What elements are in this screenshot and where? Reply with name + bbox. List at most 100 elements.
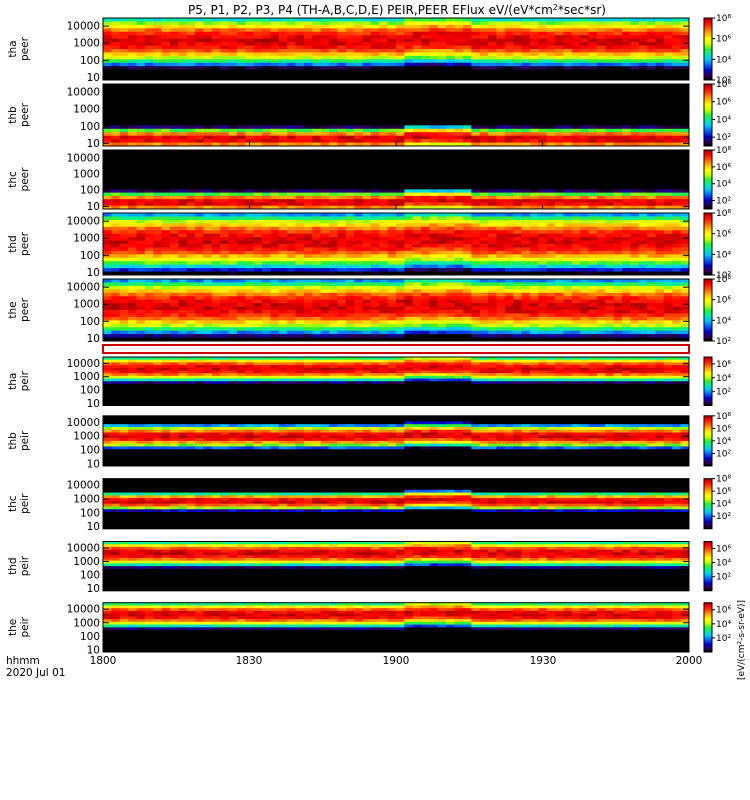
heat-cell	[396, 28, 405, 33]
heat-cell	[655, 45, 665, 50]
heat-cell	[429, 94, 439, 99]
heat-cell	[195, 230, 204, 235]
heat-cell	[412, 169, 422, 174]
heat-cell	[655, 257, 665, 262]
heat-cell	[337, 179, 347, 184]
heat-cell	[404, 176, 414, 180]
heat-cell	[613, 135, 623, 140]
heat-cell	[320, 52, 330, 57]
heat-cell	[488, 233, 497, 238]
heat-cell	[270, 90, 280, 95]
heat-cell	[278, 226, 288, 231]
heat-cell	[329, 21, 338, 26]
heat-cell	[555, 31, 564, 36]
heat-cell	[320, 264, 330, 269]
heat-cell	[655, 150, 665, 154]
heat-cell	[329, 139, 338, 143]
heat-cell	[195, 118, 204, 123]
heat-cell	[429, 247, 439, 252]
heat-cell	[370, 52, 380, 57]
heat-cell	[404, 108, 414, 112]
heat-cell	[680, 111, 690, 116]
heat-cell	[672, 169, 682, 174]
heat-cell	[320, 237, 330, 241]
heat-cell	[211, 90, 221, 95]
heat-cell	[203, 111, 213, 116]
heat-cell	[412, 254, 422, 259]
heat-cell	[253, 244, 263, 248]
heat-cell	[555, 52, 564, 57]
heat-cell	[161, 45, 171, 50]
heat-cell	[362, 42, 372, 46]
heat-cell	[404, 233, 414, 238]
heat-cell	[379, 31, 389, 36]
heat-cell	[136, 247, 146, 252]
heat-cell	[303, 121, 313, 126]
heat-cell	[563, 118, 573, 123]
heat-cell	[396, 199, 405, 203]
heat-cell	[496, 45, 506, 50]
heat-cell	[546, 108, 556, 112]
heat-cell	[329, 240, 338, 245]
heat-cell	[429, 176, 439, 180]
heat-cell	[169, 108, 179, 112]
heat-cell	[488, 150, 497, 154]
heat-cell	[354, 226, 363, 231]
heat-cell	[295, 76, 305, 81]
heat-cell	[580, 42, 589, 46]
heat-cell	[278, 69, 288, 74]
heat-cell	[421, 84, 430, 88]
heat-cell	[630, 166, 640, 171]
heat-cell	[555, 125, 564, 130]
heat-cell	[320, 21, 330, 26]
heat-cell	[379, 179, 389, 184]
heat-cell	[370, 216, 380, 221]
heat-cell	[622, 237, 631, 241]
heat-cell	[429, 205, 439, 210]
heat-cell	[521, 247, 531, 252]
heat-cell	[421, 247, 430, 252]
heat-cell	[329, 97, 338, 102]
heat-cell	[278, 97, 288, 102]
heat-cell	[630, 199, 640, 203]
heat-cell	[186, 62, 196, 67]
heat-cell	[471, 150, 481, 154]
heat-cell	[655, 42, 665, 46]
heat-cell	[672, 254, 682, 259]
heat-cell	[529, 202, 539, 207]
heat-cell	[462, 115, 472, 119]
heat-cell	[370, 69, 380, 74]
panel-label: thcpeer	[7, 167, 31, 192]
heat-cell	[169, 176, 179, 180]
heat-cell	[446, 101, 455, 106]
heat-cell	[588, 213, 598, 217]
heat-cell	[580, 156, 589, 161]
heat-cell	[404, 111, 414, 116]
heat-cell	[379, 139, 389, 143]
heat-cell	[312, 24, 322, 29]
heat-cell	[270, 205, 280, 210]
heat-cell	[203, 250, 213, 255]
heat-cell	[429, 128, 439, 133]
heat-cell	[538, 179, 548, 184]
heat-cell	[178, 169, 188, 174]
heat-cell	[538, 45, 548, 50]
heat-cell	[488, 254, 497, 259]
heat-cell	[622, 121, 631, 126]
heat-cell	[111, 24, 121, 29]
heat-cell	[379, 18, 389, 22]
heat-cell	[596, 108, 606, 112]
heat-cell	[370, 101, 380, 106]
heat-cell	[672, 28, 682, 33]
heat-cell	[513, 202, 522, 207]
heat-cell	[329, 115, 338, 119]
heat-cell	[479, 24, 489, 29]
heat-cell	[496, 153, 506, 157]
heat-cell	[211, 38, 221, 43]
heat-cell	[144, 55, 154, 60]
heat-cell	[538, 84, 548, 88]
heat-cell	[253, 199, 263, 203]
heat-cell	[186, 115, 196, 119]
heat-cell	[161, 240, 171, 245]
heat-cell	[655, 219, 665, 224]
